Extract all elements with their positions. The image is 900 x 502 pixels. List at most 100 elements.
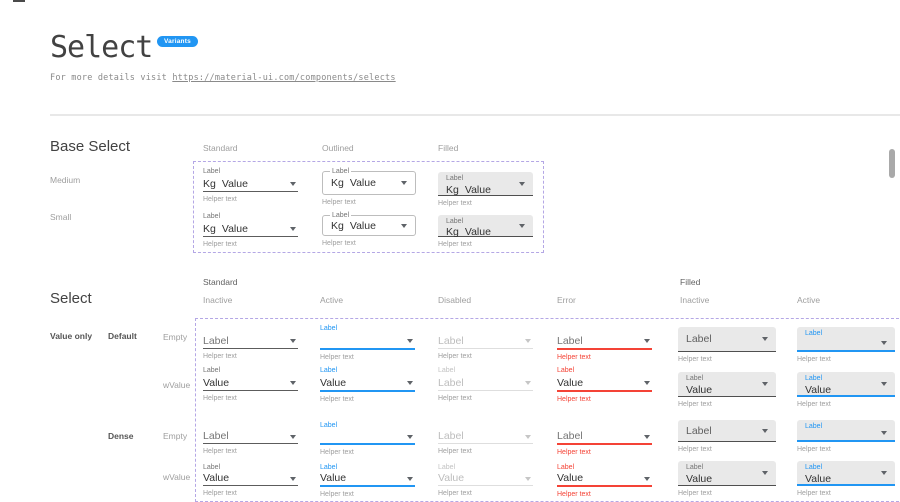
select-label: Label	[320, 367, 338, 374]
row-label-medium: Medium	[50, 175, 81, 185]
base-select-filled-medium[interactable]: Label Kg Value Helper text	[438, 172, 533, 207]
helper-text: Helper text	[203, 353, 237, 360]
select-trigger[interactable]: Kg Value	[203, 176, 298, 192]
group-header-filled: Filled	[680, 277, 701, 287]
dropdown-arrow-icon	[881, 431, 887, 435]
column-header-outlined: Outlined	[322, 143, 354, 153]
helper-text: Helper text	[797, 356, 831, 363]
select-label: Label	[203, 367, 221, 374]
dropdown-arrow-icon	[290, 226, 296, 231]
select-placeholder: Label	[686, 333, 712, 345]
scrollbar-thumb[interactable]	[889, 149, 895, 178]
select-value: Label	[438, 377, 464, 389]
select-standard-active-wvalue[interactable]: Label Value Helper text	[320, 366, 415, 403]
helper-text: Helper text	[322, 199, 356, 206]
select-trigger[interactable]: Label Kg Value	[438, 215, 533, 238]
dropdown-arrow-icon	[290, 380, 296, 385]
select-trigger[interactable]: Label Value	[678, 461, 776, 486]
select-trigger[interactable]: Value	[203, 472, 298, 486]
select-trigger[interactable]: Value	[557, 375, 652, 392]
helper-text: Helper text	[203, 241, 237, 248]
select-dense-error-wvalue[interactable]: Label Value Helper text	[557, 463, 652, 498]
select-trigger[interactable]: Label	[797, 327, 895, 352]
select-standard-error-wvalue[interactable]: Label Value Helper text	[557, 366, 652, 403]
select-trigger[interactable]: Label Value	[678, 372, 776, 397]
dropdown-arrow-icon	[644, 380, 650, 385]
select-trigger[interactable]: Label Value	[797, 372, 895, 397]
select-value: Value	[557, 472, 584, 484]
select-standard-inactive-empty[interactable]: Label Helper text	[203, 324, 298, 360]
helper-text: Helper text	[322, 240, 356, 247]
select-trigger[interactable]: Value	[320, 472, 415, 487]
select-label: Label	[438, 464, 456, 471]
helper-text: Helper text	[320, 449, 354, 456]
column-header-disabled: Disabled	[438, 295, 472, 305]
page-title: Select	[50, 30, 153, 65]
select-adornment: Kg	[203, 223, 216, 235]
select-trigger[interactable]: Label	[557, 333, 652, 350]
select-label: Label	[805, 330, 823, 337]
select-standard-error-empty[interactable]: Label Helper text	[557, 324, 652, 361]
row-label-small: Small	[50, 212, 72, 222]
select-dense-inactive-empty[interactable]: Label Helper text	[203, 421, 298, 455]
select-standard-active-empty[interactable]: Label Helper text	[320, 324, 415, 361]
select-dense-error-empty[interactable]: Label Helper text	[557, 421, 652, 456]
dropdown-arrow-icon	[525, 476, 531, 481]
select-trigger[interactable]: Label	[678, 327, 776, 352]
dropdown-arrow-icon	[881, 341, 887, 345]
select-filled-active-wvalue[interactable]: Label Value Helper text	[797, 372, 895, 408]
variants-badge-label: Variants	[157, 36, 198, 47]
select-trigger[interactable]: Value	[203, 375, 298, 391]
base-select-standard-small[interactable]: Label Kg Value Helper text	[203, 212, 298, 248]
sub-row-empty: Empty	[163, 332, 188, 342]
select-trigger[interactable]: Label Kg Value	[322, 168, 416, 195]
variants-badge: Variants	[157, 30, 198, 48]
select-label: Label	[686, 464, 704, 471]
select-trigger[interactable]: Value	[320, 375, 415, 392]
select-trigger[interactable]	[320, 430, 415, 445]
select-standard-disabled-empty: Label Helper text	[438, 324, 533, 360]
select-trigger[interactable]: Value	[557, 472, 652, 487]
select-filled-inactive-empty[interactable]: Label Helper text	[678, 327, 776, 363]
helper-text: Helper text	[438, 448, 472, 455]
select-placeholder: Label	[557, 335, 583, 347]
select-trigger[interactable]: Label Kg Value	[438, 172, 533, 196]
select-filled-dense-inactive-empty[interactable]: Label Helper text	[678, 420, 776, 453]
select-standard-inactive-wvalue[interactable]: Label Value Helper text	[203, 366, 298, 402]
column-header-filled-inactive: Inactive	[680, 295, 710, 305]
select-dense-active-wvalue[interactable]: Label Value Helper text	[320, 463, 415, 498]
select-trigger[interactable]	[320, 333, 415, 350]
base-select-outlined-medium[interactable]: Label Kg Value Helper text	[322, 168, 416, 206]
select-states-frame	[195, 318, 900, 502]
select-placeholder: Label	[203, 430, 229, 442]
base-select-outlined-small[interactable]: Label Kg Value Helper text	[322, 212, 416, 247]
select-filled-dense-active-empty[interactable]: Label Helper text	[797, 420, 895, 453]
select-trigger[interactable]: Label	[203, 430, 298, 444]
base-select-standard-medium[interactable]: Label Kg Value Helper text	[203, 167, 298, 203]
select-trigger[interactable]: Kg Value	[203, 221, 298, 237]
select-trigger[interactable]: Label	[797, 420, 895, 442]
base-select-filled-small[interactable]: Label Kg Value Helper text	[438, 215, 533, 248]
select-label: Label	[557, 367, 575, 374]
select-trigger[interactable]: Label	[557, 430, 652, 445]
helper-text: Helper text	[557, 449, 591, 456]
select-filled-dense-active-wvalue[interactable]: Label Value Helper text	[797, 461, 895, 497]
select-filled-dense-inactive-wvalue[interactable]: Label Value Helper text	[678, 461, 776, 497]
select-filled-inactive-wvalue[interactable]: Label Value Helper text	[678, 372, 776, 408]
select-trigger[interactable]: Label	[678, 420, 776, 442]
helper-text: Helper text	[438, 241, 472, 248]
select-trigger[interactable]: Label Value	[797, 461, 895, 486]
select-trigger[interactable]: Label Kg Value	[322, 212, 416, 236]
select-trigger[interactable]: Label	[203, 333, 298, 349]
column-header-filled: Filled	[438, 143, 459, 153]
helper-text: Helper text	[438, 353, 472, 360]
helper-text: Helper text	[203, 448, 237, 455]
select-label: Label	[203, 213, 221, 220]
docs-link[interactable]: https://material-ui.com/components/selec…	[172, 73, 396, 83]
select-dense-active-empty[interactable]: Label Helper text	[320, 421, 415, 456]
column-header-standard: Standard	[203, 143, 238, 153]
select-dense-inactive-wvalue[interactable]: Label Value Helper text	[203, 463, 298, 497]
select-value: Value	[203, 472, 230, 484]
select-filled-active-empty[interactable]: Label Helper text	[797, 327, 895, 363]
dropdown-arrow-icon	[290, 434, 296, 439]
